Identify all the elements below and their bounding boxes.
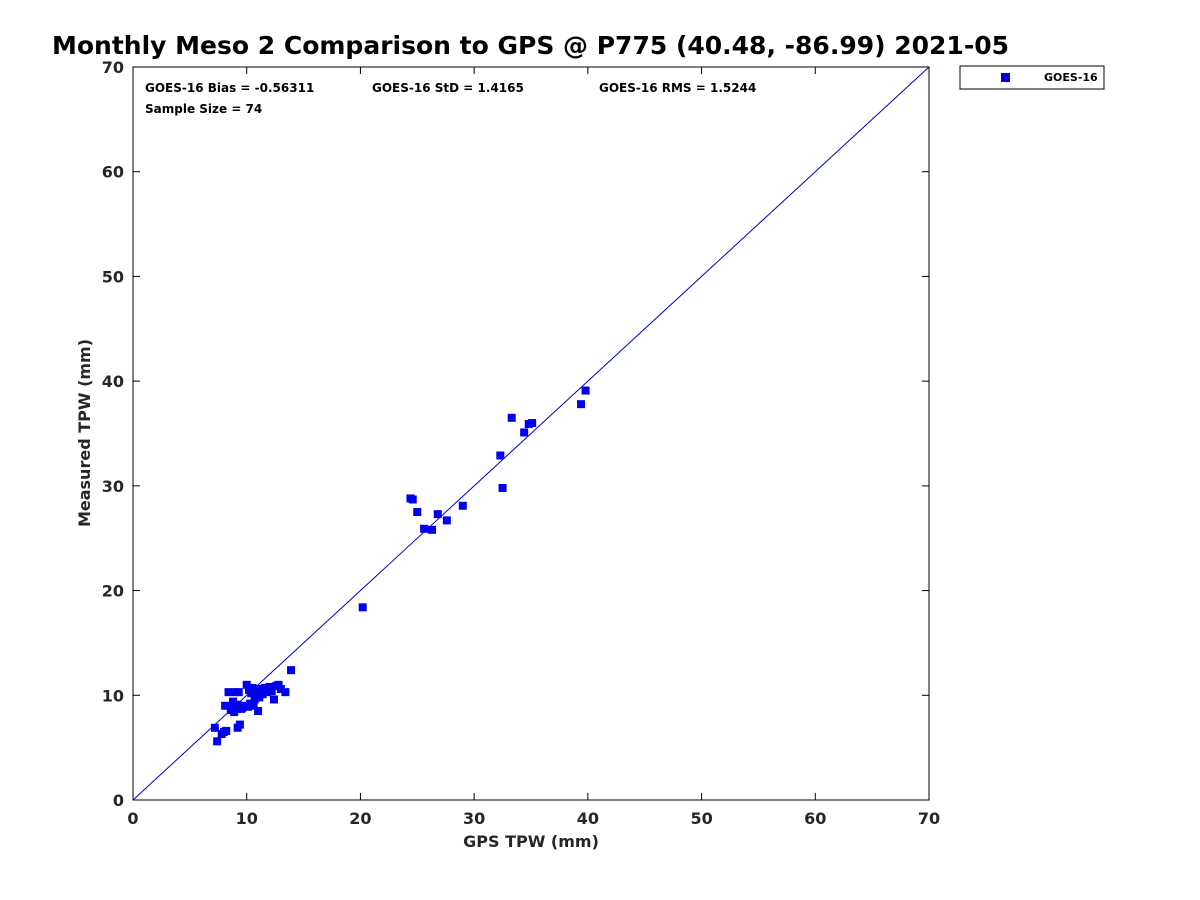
data-point	[235, 720, 244, 729]
data-point	[263, 688, 272, 697]
y-tick-label: 30	[102, 477, 124, 496]
data-point	[274, 680, 283, 689]
data-point	[233, 700, 242, 709]
x-tick-label: 0	[127, 809, 138, 828]
data-point	[247, 689, 256, 698]
data-point	[413, 508, 422, 517]
data-point	[507, 413, 516, 422]
data-point	[250, 695, 259, 704]
chart-title: Monthly Meso 2 Comparison to GPS @ P775 …	[52, 31, 1009, 60]
stat-bias: GOES-16 Bias = -0.56311	[145, 81, 314, 95]
data-point	[210, 723, 219, 732]
data-point	[229, 697, 238, 706]
stat-std: GOES-16 StD = 1.4165	[372, 81, 524, 95]
data-point	[433, 510, 442, 519]
data-point	[258, 690, 267, 699]
legend: GOES-16	[959, 65, 1105, 90]
data-point	[248, 683, 257, 692]
x-tick-label: 20	[349, 809, 371, 828]
stat-rms: GOES-16 RMS = 1.5244	[599, 81, 756, 95]
legend-box	[959, 65, 1105, 90]
data-point	[213, 737, 222, 746]
y-axis-label: Measured TPW (mm)	[75, 339, 94, 527]
y-tick-label: 60	[102, 163, 124, 182]
data-point	[249, 701, 258, 710]
y-tick-label: 50	[102, 267, 124, 286]
data-point	[358, 603, 367, 612]
one-to-one-line	[132, 66, 930, 801]
data-point	[458, 501, 467, 510]
y-tick-label: 10	[102, 686, 124, 705]
data-point	[420, 524, 429, 533]
x-tick-label: 10	[236, 809, 258, 828]
x-tick-label: 40	[577, 809, 599, 828]
data-point	[428, 525, 437, 534]
data-point	[265, 682, 274, 691]
data-point	[408, 495, 417, 504]
legend-label: GOES-16	[1044, 71, 1098, 84]
y-tick-label: 70	[102, 58, 124, 77]
legend-marker	[1001, 73, 1010, 82]
data-point	[442, 516, 451, 525]
x-tick-label: 30	[463, 809, 485, 828]
x-tick-label: 50	[690, 809, 712, 828]
x-axis-label: GPS TPW (mm)	[463, 832, 599, 851]
data-point	[260, 683, 269, 692]
data-point	[496, 451, 505, 460]
data-point	[224, 688, 233, 697]
data-point	[222, 726, 231, 735]
stat-sample-size: Sample Size = 74	[145, 102, 262, 116]
axis-ticks: 0 10 20 30 40 50 60 70 0 10 20 30 40 50 60 70	[102, 58, 940, 828]
data-point	[232, 704, 241, 713]
data-point	[281, 688, 290, 697]
data-point	[581, 386, 590, 395]
data-point	[234, 688, 243, 697]
x-tick-label: 60	[804, 809, 826, 828]
plot-frame	[132, 66, 930, 801]
data-point	[287, 666, 296, 675]
y-tick-label: 20	[102, 582, 124, 601]
plot-area: 0 10 20 30 40 50 60 70 0 10 20 30 40 50 60 70	[102, 58, 940, 828]
data-point	[227, 702, 236, 711]
data-point	[254, 706, 263, 715]
y-tick-label: 0	[113, 791, 124, 810]
data-point	[498, 483, 507, 492]
data-point	[270, 695, 279, 704]
data-points	[210, 386, 590, 746]
data-point	[528, 419, 537, 428]
data-point	[276, 685, 285, 694]
x-tick-label: 70	[918, 809, 940, 828]
y-tick-label: 40	[102, 372, 124, 391]
data-point	[520, 428, 529, 437]
data-point	[267, 687, 276, 696]
data-point	[242, 680, 251, 689]
data-point	[577, 400, 586, 409]
data-point	[221, 701, 230, 710]
